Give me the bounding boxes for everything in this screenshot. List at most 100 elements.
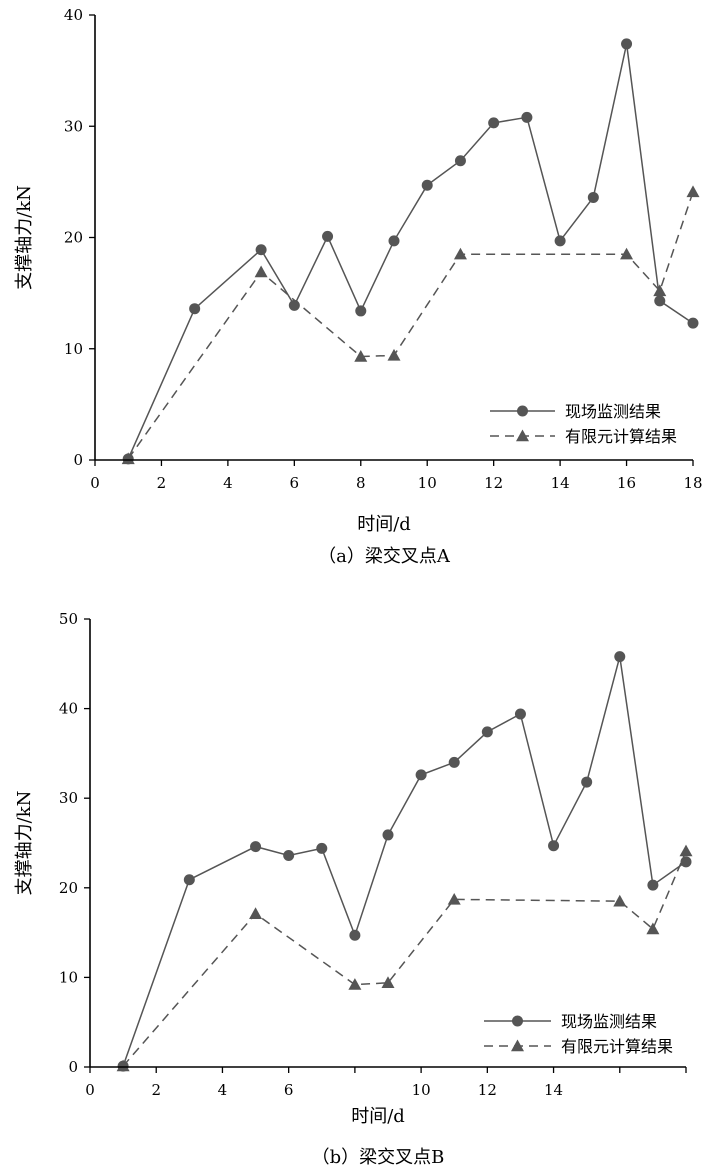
chart-b-y-tick-label: 10 bbox=[59, 968, 78, 986]
chart-b-series-fem-point bbox=[447, 892, 461, 905]
chart-b: 0 10 20 30 40 50 0 2 4 6 10 12 14 时间/d 支撑轴力/kN （b）梁交… bbox=[14, 610, 693, 1168]
chart-b-series-fem-point bbox=[613, 894, 627, 907]
chart-b-series-measured-point bbox=[614, 651, 626, 663]
chart-a-x-tick-label: 16 bbox=[617, 474, 636, 492]
chart-b-xlabel: 时间/d bbox=[351, 1106, 405, 1127]
chart-b-axes bbox=[84, 618, 687, 1073]
chart-a-x-tick-label: 12 bbox=[484, 474, 503, 492]
chart-a-series-layer bbox=[121, 38, 700, 465]
chart-b-caption: （b）梁交叉点B bbox=[312, 1147, 445, 1168]
chart-b-series-measured-point bbox=[548, 840, 560, 852]
chart-b-tick-labels: 0 10 20 30 40 50 0 2 4 6 10 12 14 bbox=[59, 610, 563, 1099]
chart-b-x-tick-label: 4 bbox=[218, 1081, 228, 1099]
chart-a-series-measured-point bbox=[288, 299, 300, 311]
chart-a-x-tick-label: 14 bbox=[551, 474, 570, 492]
chart-a: 0 10 20 30 40 0 2 4 6 8 10 12 14 16 18 时间/d 支撑轴力/kN （a… bbox=[14, 6, 703, 567]
chart-a-x-tick-label: 18 bbox=[683, 474, 702, 492]
chart-b-series-measured-point bbox=[514, 708, 526, 720]
chart-b-y-tick-label: 40 bbox=[59, 700, 78, 718]
chart-b-legend-label-measured: 现场监测结果 bbox=[561, 1012, 657, 1031]
chart-a-axes bbox=[89, 14, 694, 466]
chart-a-series-measured-point bbox=[554, 235, 566, 247]
chart-b-series-fem-point bbox=[381, 976, 395, 988]
chart-b-series-layer bbox=[116, 651, 693, 1072]
chart-a-x-tick-label: 4 bbox=[223, 474, 233, 492]
chart-b-series-measured-point bbox=[481, 726, 493, 738]
chart-a-series-measured-point bbox=[687, 317, 699, 329]
chart-b-y-tick-label: 20 bbox=[59, 879, 78, 897]
chart-a-series-fem-point bbox=[686, 185, 700, 198]
chart-a-series-measured-point bbox=[322, 230, 334, 242]
chart-a-series-fem-point bbox=[620, 247, 634, 260]
chart-b-x-tick-label: 10 bbox=[412, 1081, 431, 1099]
chart-b-series-measured-point bbox=[283, 850, 295, 862]
chart-a-series-measured-point bbox=[587, 191, 599, 203]
chart-b-series-fem-line bbox=[122, 850, 687, 1067]
chart-a-y-tick-label: 0 bbox=[73, 451, 83, 469]
chart-a-series-measured-point bbox=[521, 111, 533, 123]
chart-b-y-tick-label: 0 bbox=[68, 1058, 78, 1076]
chart-a-series-measured-point bbox=[255, 244, 267, 256]
chart-a-series-fem-point bbox=[453, 247, 467, 260]
chart-a-y-tick-label: 40 bbox=[64, 6, 83, 24]
chart-b-y-tick-label: 30 bbox=[59, 789, 78, 807]
chart-a-series-measured-point bbox=[654, 295, 666, 307]
chart-a-x-tick-label: 10 bbox=[418, 474, 437, 492]
chart-a-series-measured-point bbox=[488, 117, 500, 129]
chart-a-x-tick-label: 0 bbox=[90, 474, 100, 492]
chart-b-series-measured-point bbox=[680, 856, 692, 868]
chart-b-legend-marker-fem bbox=[511, 1039, 524, 1052]
chart-b-series-fem-point bbox=[116, 1059, 130, 1072]
chart-b-series-measured-line bbox=[122, 656, 687, 1067]
chart-b-series-fem-point bbox=[646, 922, 660, 935]
chart-b-series-fem-point bbox=[348, 978, 362, 990]
chart-b-series-measured-point bbox=[448, 756, 460, 768]
chart-b-series-measured-point bbox=[316, 842, 328, 854]
chart-b-ylabel: 支撑轴力/kN bbox=[14, 791, 35, 896]
chart-b-series-fem-point bbox=[249, 907, 263, 919]
chart-a-series-measured-point bbox=[421, 179, 433, 191]
chart-a-series-measured-point bbox=[621, 38, 633, 50]
chart-b-x-tick-label: 2 bbox=[151, 1081, 161, 1099]
chart-b-legend-label-fem: 有限元计算结果 bbox=[561, 1037, 673, 1056]
chart-a-legend-marker-measured bbox=[517, 405, 528, 417]
chart-a-legend-label-measured: 现场监测结果 bbox=[565, 402, 661, 421]
chart-b-x-tick-label: 14 bbox=[544, 1081, 563, 1099]
chart-a-x-tick-label: 2 bbox=[157, 474, 167, 492]
chart-b-series-measured-point bbox=[382, 829, 394, 841]
chart-a-series-measured-point bbox=[355, 305, 367, 317]
chart-b-series-measured-point bbox=[349, 929, 361, 941]
chart-b-legend-marker-measured bbox=[512, 1015, 523, 1027]
chart-a-legend-label-fem: 有限元计算结果 bbox=[565, 427, 677, 446]
chart-a-series-measured-line bbox=[127, 43, 694, 460]
chart-a-y-tick-label: 20 bbox=[64, 229, 83, 247]
chart-b-series-fem-point bbox=[679, 844, 693, 857]
chart-b-x-tick-label: 6 bbox=[284, 1081, 294, 1099]
chart-a-series-fem-point bbox=[354, 350, 368, 362]
chart-a-y-tick-label: 30 bbox=[64, 117, 83, 135]
chart-b-series-measured-point bbox=[183, 874, 195, 886]
chart-a-legend-marker-fem bbox=[516, 429, 529, 442]
chart-b-x-tick-label: 12 bbox=[478, 1081, 497, 1099]
chart-b-y-tick-label: 50 bbox=[59, 610, 78, 628]
chart-b-series-measured-point bbox=[581, 776, 593, 788]
chart-b-legend: 现场监测结果 有限元计算结果 bbox=[484, 1012, 673, 1056]
chart-a-series-measured-point bbox=[189, 303, 201, 315]
chart-a-series-fem-point bbox=[387, 348, 401, 361]
chart-a-x-tick-label: 8 bbox=[356, 474, 366, 492]
chart-a-ylabel: 支撑轴力/kN bbox=[14, 185, 35, 290]
chart-b-x-tick-label: 0 bbox=[85, 1081, 95, 1099]
chart-a-series-measured-point bbox=[454, 155, 466, 167]
chart-a-caption: （a）梁交叉点A bbox=[318, 546, 451, 567]
chart-a-series-fem-point bbox=[121, 452, 135, 465]
chart-a-xlabel: 时间/d bbox=[357, 514, 411, 535]
chart-b-series-measured-point bbox=[415, 769, 427, 781]
chart-a-series-fem-point bbox=[254, 265, 268, 278]
chart-b-series-measured-point bbox=[647, 879, 659, 891]
chart-b-series-measured-point bbox=[250, 841, 262, 853]
chart-a-series-fem-point bbox=[653, 284, 667, 297]
chart-a-tick-labels: 0 10 20 30 40 0 2 4 6 8 10 12 14 16 18 bbox=[64, 6, 703, 492]
chart-a-series-measured-point bbox=[388, 235, 400, 247]
chart-a-legend: 现场监测结果 有限元计算结果 bbox=[490, 402, 677, 446]
